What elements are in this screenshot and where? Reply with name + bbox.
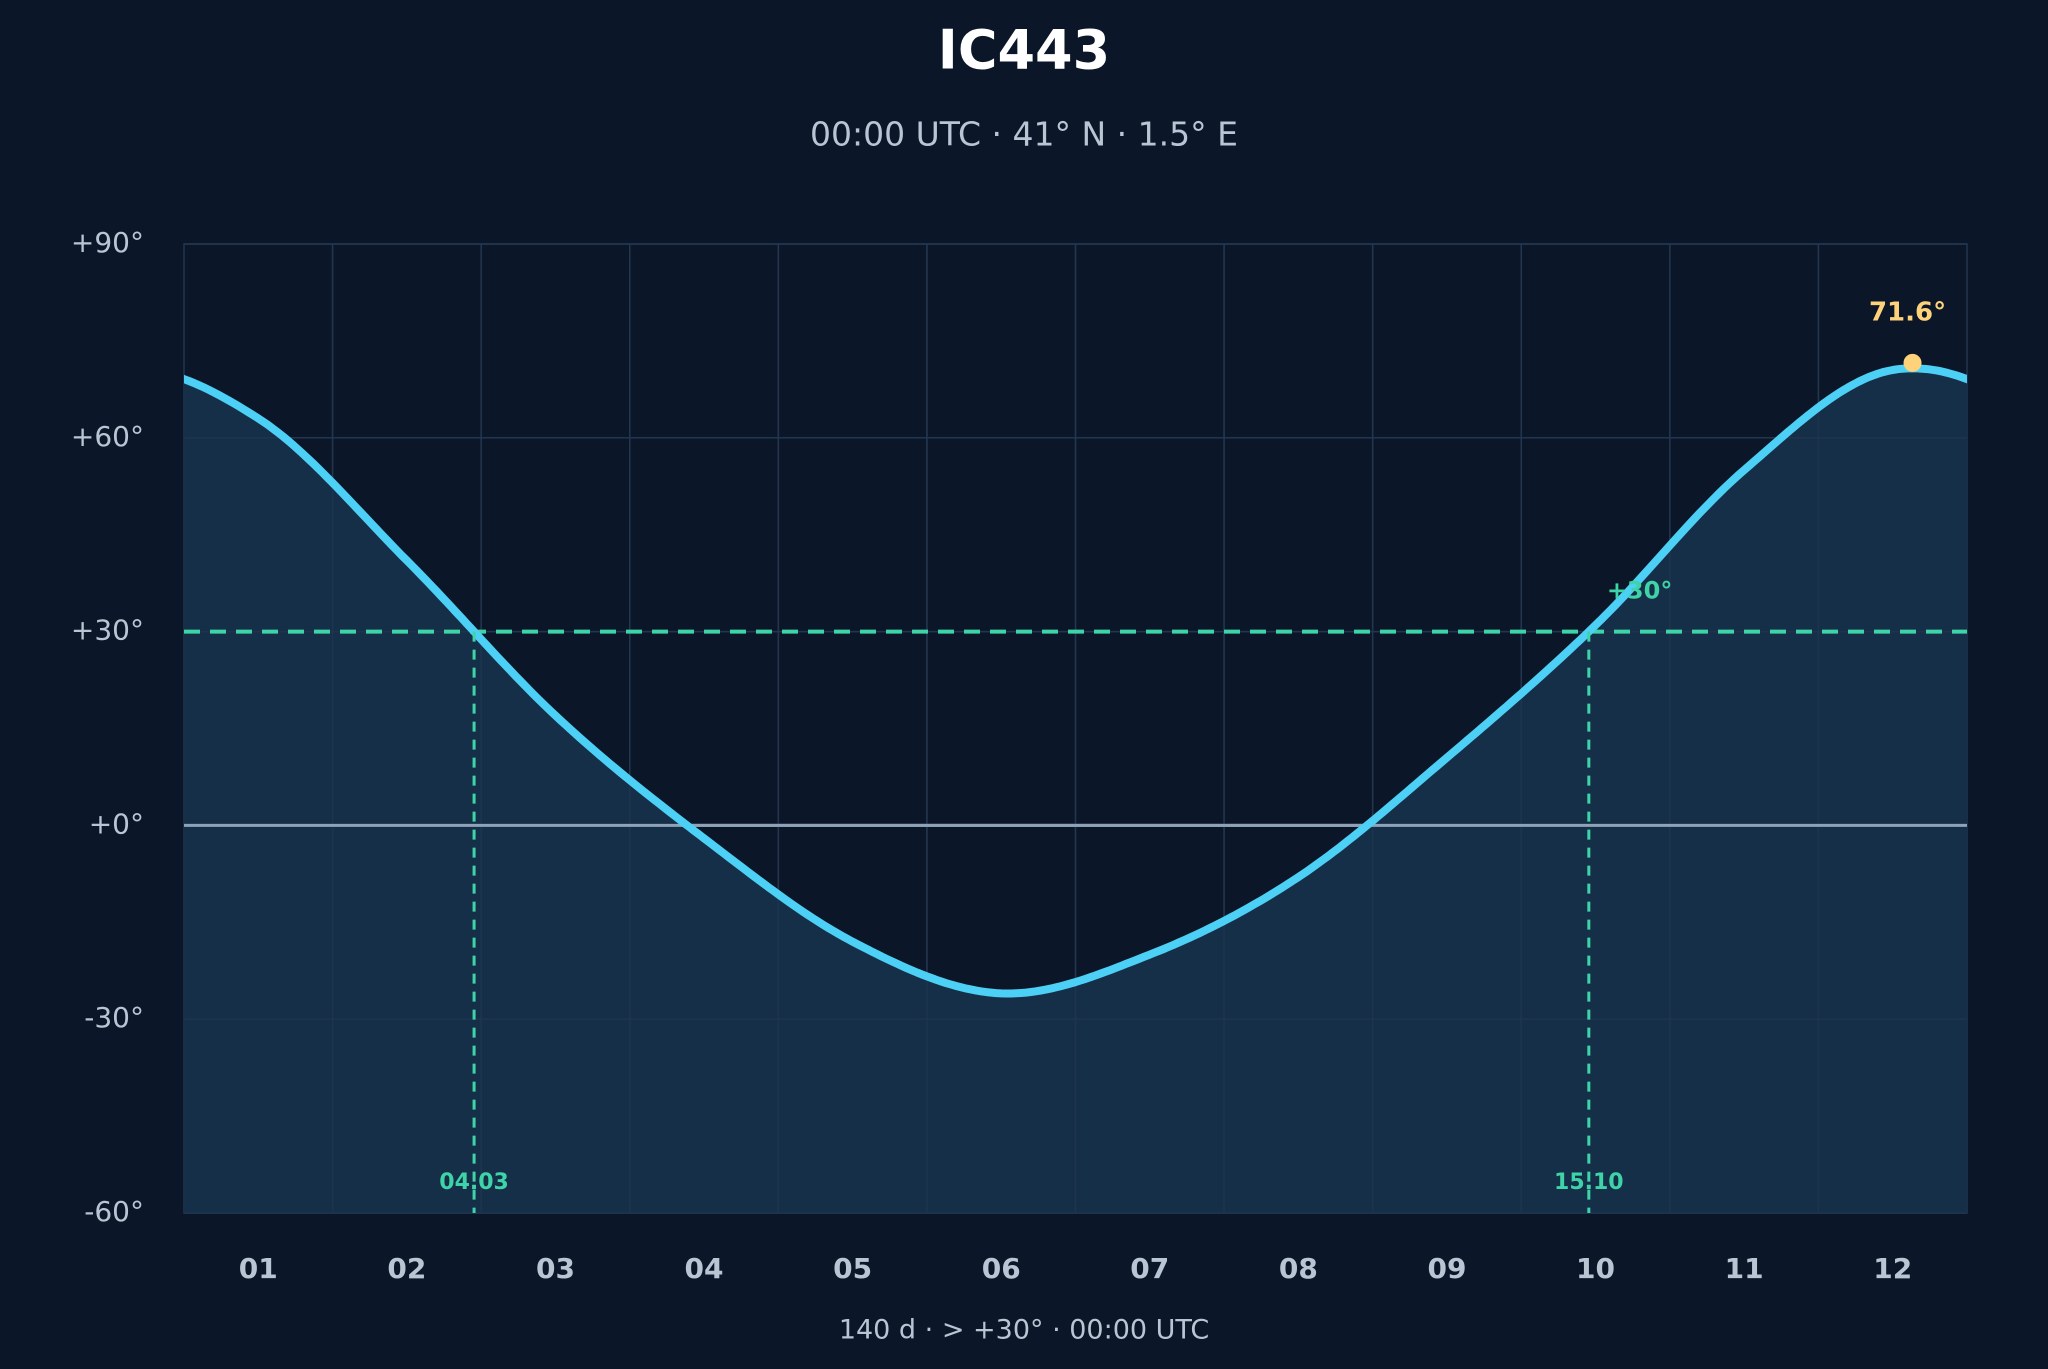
crossing-label: 04.03	[439, 1170, 509, 1195]
x-tick-label: 05	[833, 1252, 872, 1285]
y-tick-label: +90°	[71, 226, 144, 259]
x-tick-label: 11	[1725, 1252, 1764, 1285]
x-tick-label: 08	[1279, 1252, 1318, 1285]
plot-clip-group	[184, 244, 1967, 1213]
y-tick-label: +30°	[71, 614, 144, 647]
chart-subtitle: 00:00 UTC · 41° N · 1.5° E	[810, 115, 1238, 154]
x-tick-label: 01	[239, 1252, 278, 1285]
x-tick-label: 03	[536, 1252, 575, 1285]
x-tick-label: 06	[982, 1252, 1021, 1285]
crossing-label: 15.10	[1554, 1170, 1624, 1195]
y-tick-label: +60°	[71, 420, 144, 453]
peak-label: 71.6°	[1869, 297, 1946, 327]
x-tick-label: 07	[1130, 1252, 1169, 1285]
x-tick-label: 09	[1427, 1252, 1466, 1285]
y-tick-label: +0°	[89, 807, 144, 840]
x-tick-label: 10	[1576, 1252, 1615, 1285]
peak-marker	[1903, 353, 1922, 372]
x-tick-label: 04	[685, 1252, 724, 1285]
x-tick-label: 12	[1873, 1252, 1912, 1285]
y-tick-label: -60°	[84, 1195, 144, 1228]
y-tick-label: -30°	[84, 1001, 144, 1034]
threshold-label: +30°	[1607, 577, 1673, 605]
x-tick-label: 02	[387, 1252, 426, 1285]
chart-title: IC443	[938, 19, 1110, 82]
chart-footer: 140 d · > +30° · 00:00 UTC	[839, 1315, 1209, 1346]
line	[184, 364, 1967, 998]
